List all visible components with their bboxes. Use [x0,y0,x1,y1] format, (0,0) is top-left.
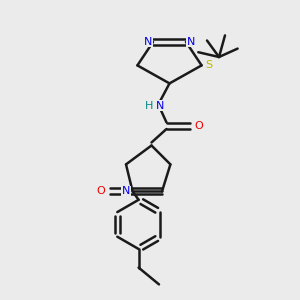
Text: O: O [194,121,203,131]
Text: N: N [187,37,195,47]
Text: N: N [122,186,130,197]
Text: O: O [97,186,106,197]
Text: N: N [156,100,164,111]
Text: H: H [145,100,153,111]
Text: S: S [206,60,213,70]
Text: N: N [144,37,152,47]
